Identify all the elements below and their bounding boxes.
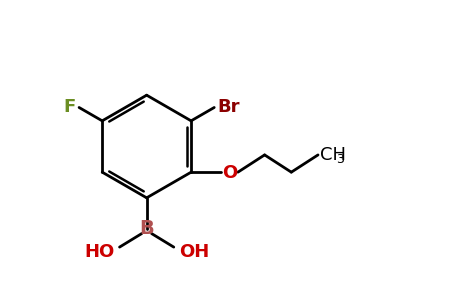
Text: F: F (64, 98, 76, 117)
Text: CH: CH (320, 146, 346, 164)
Text: B: B (139, 219, 154, 238)
Text: OH: OH (179, 243, 209, 261)
Text: HO: HO (84, 243, 115, 261)
Text: 3: 3 (336, 153, 344, 166)
Text: Br: Br (218, 98, 240, 117)
Text: O: O (222, 164, 237, 182)
